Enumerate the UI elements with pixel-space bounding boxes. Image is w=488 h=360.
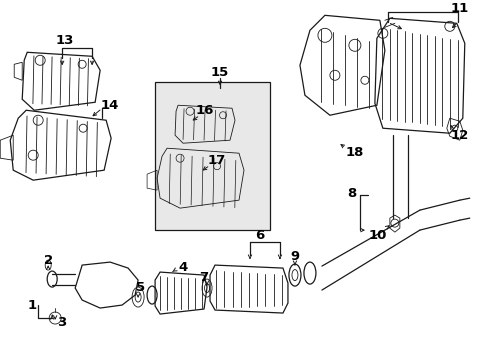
Text: 2: 2 [43, 253, 53, 267]
Text: 1: 1 [28, 298, 37, 311]
Text: 3: 3 [58, 315, 67, 329]
Text: 17: 17 [207, 154, 225, 167]
Bar [155, 82, 269, 230]
Text: 7: 7 [199, 271, 208, 284]
Text: 16: 16 [196, 104, 214, 117]
Text: 12: 12 [450, 129, 468, 142]
Text: 13: 13 [56, 34, 74, 47]
Text: 9: 9 [290, 249, 299, 262]
Text: 8: 8 [346, 186, 356, 200]
Text: 11: 11 [450, 2, 468, 15]
Text: 14: 14 [101, 99, 119, 112]
Text: 15: 15 [210, 66, 229, 79]
Text: 4: 4 [178, 261, 187, 274]
Text: 6: 6 [255, 229, 264, 242]
Text: 18: 18 [345, 146, 364, 159]
Text: 10: 10 [368, 229, 386, 242]
Text: 5: 5 [135, 280, 144, 293]
